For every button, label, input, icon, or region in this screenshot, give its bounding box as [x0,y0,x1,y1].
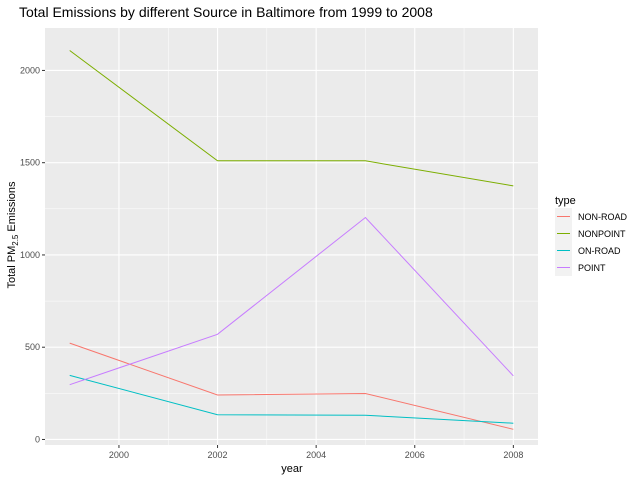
legend-label-non-road: NON-ROAD [578,212,627,222]
x-tick-label: 2008 [503,450,523,460]
y-tick-label: 0 [35,434,40,444]
x-tick-label: 2006 [405,450,425,460]
x-axis-title: year [281,463,303,475]
y-axis-title-subscript: 2.5 [11,234,20,246]
y-tick-label: 1000 [20,250,40,260]
legend-label-nonpoint: NONPOINT [578,229,626,239]
y-tick-label: 1500 [20,158,40,168]
y-axis-ticks: 0 500 1000 1500 2000 [20,65,45,444]
y-axis-title-rest: Emissions [6,181,18,235]
legend: type NON-ROAD NONPOINT ON-ROAD POINT [555,195,627,276]
x-tick-label: 2004 [306,450,326,460]
y-tick-label: 2000 [20,65,40,75]
x-axis-ticks: 2000 2002 2004 2006 2008 [109,445,523,460]
minor-gridlines [45,28,538,445]
legend-label-on-road: ON-ROAD [578,246,621,256]
series-line-non-road [69,342,514,430]
series-line-on-road [69,374,514,424]
chart-title: Total Emissions by different Source in B… [19,4,433,20]
y-axis-title-main: Total PM [6,246,18,289]
series-lines [69,50,514,430]
legend-label-point: POINT [578,263,606,273]
series-line-nonpoint [69,50,514,187]
legend-title: type [555,195,576,207]
x-tick-label: 2000 [109,450,129,460]
x-tick-label: 2002 [208,450,228,460]
series-line-point [69,216,514,386]
plot-panel [45,28,538,445]
y-axis-title: Total PM2.5 Emissions [6,181,20,289]
y-tick-label: 500 [25,342,40,352]
major-gridlines [45,28,538,445]
